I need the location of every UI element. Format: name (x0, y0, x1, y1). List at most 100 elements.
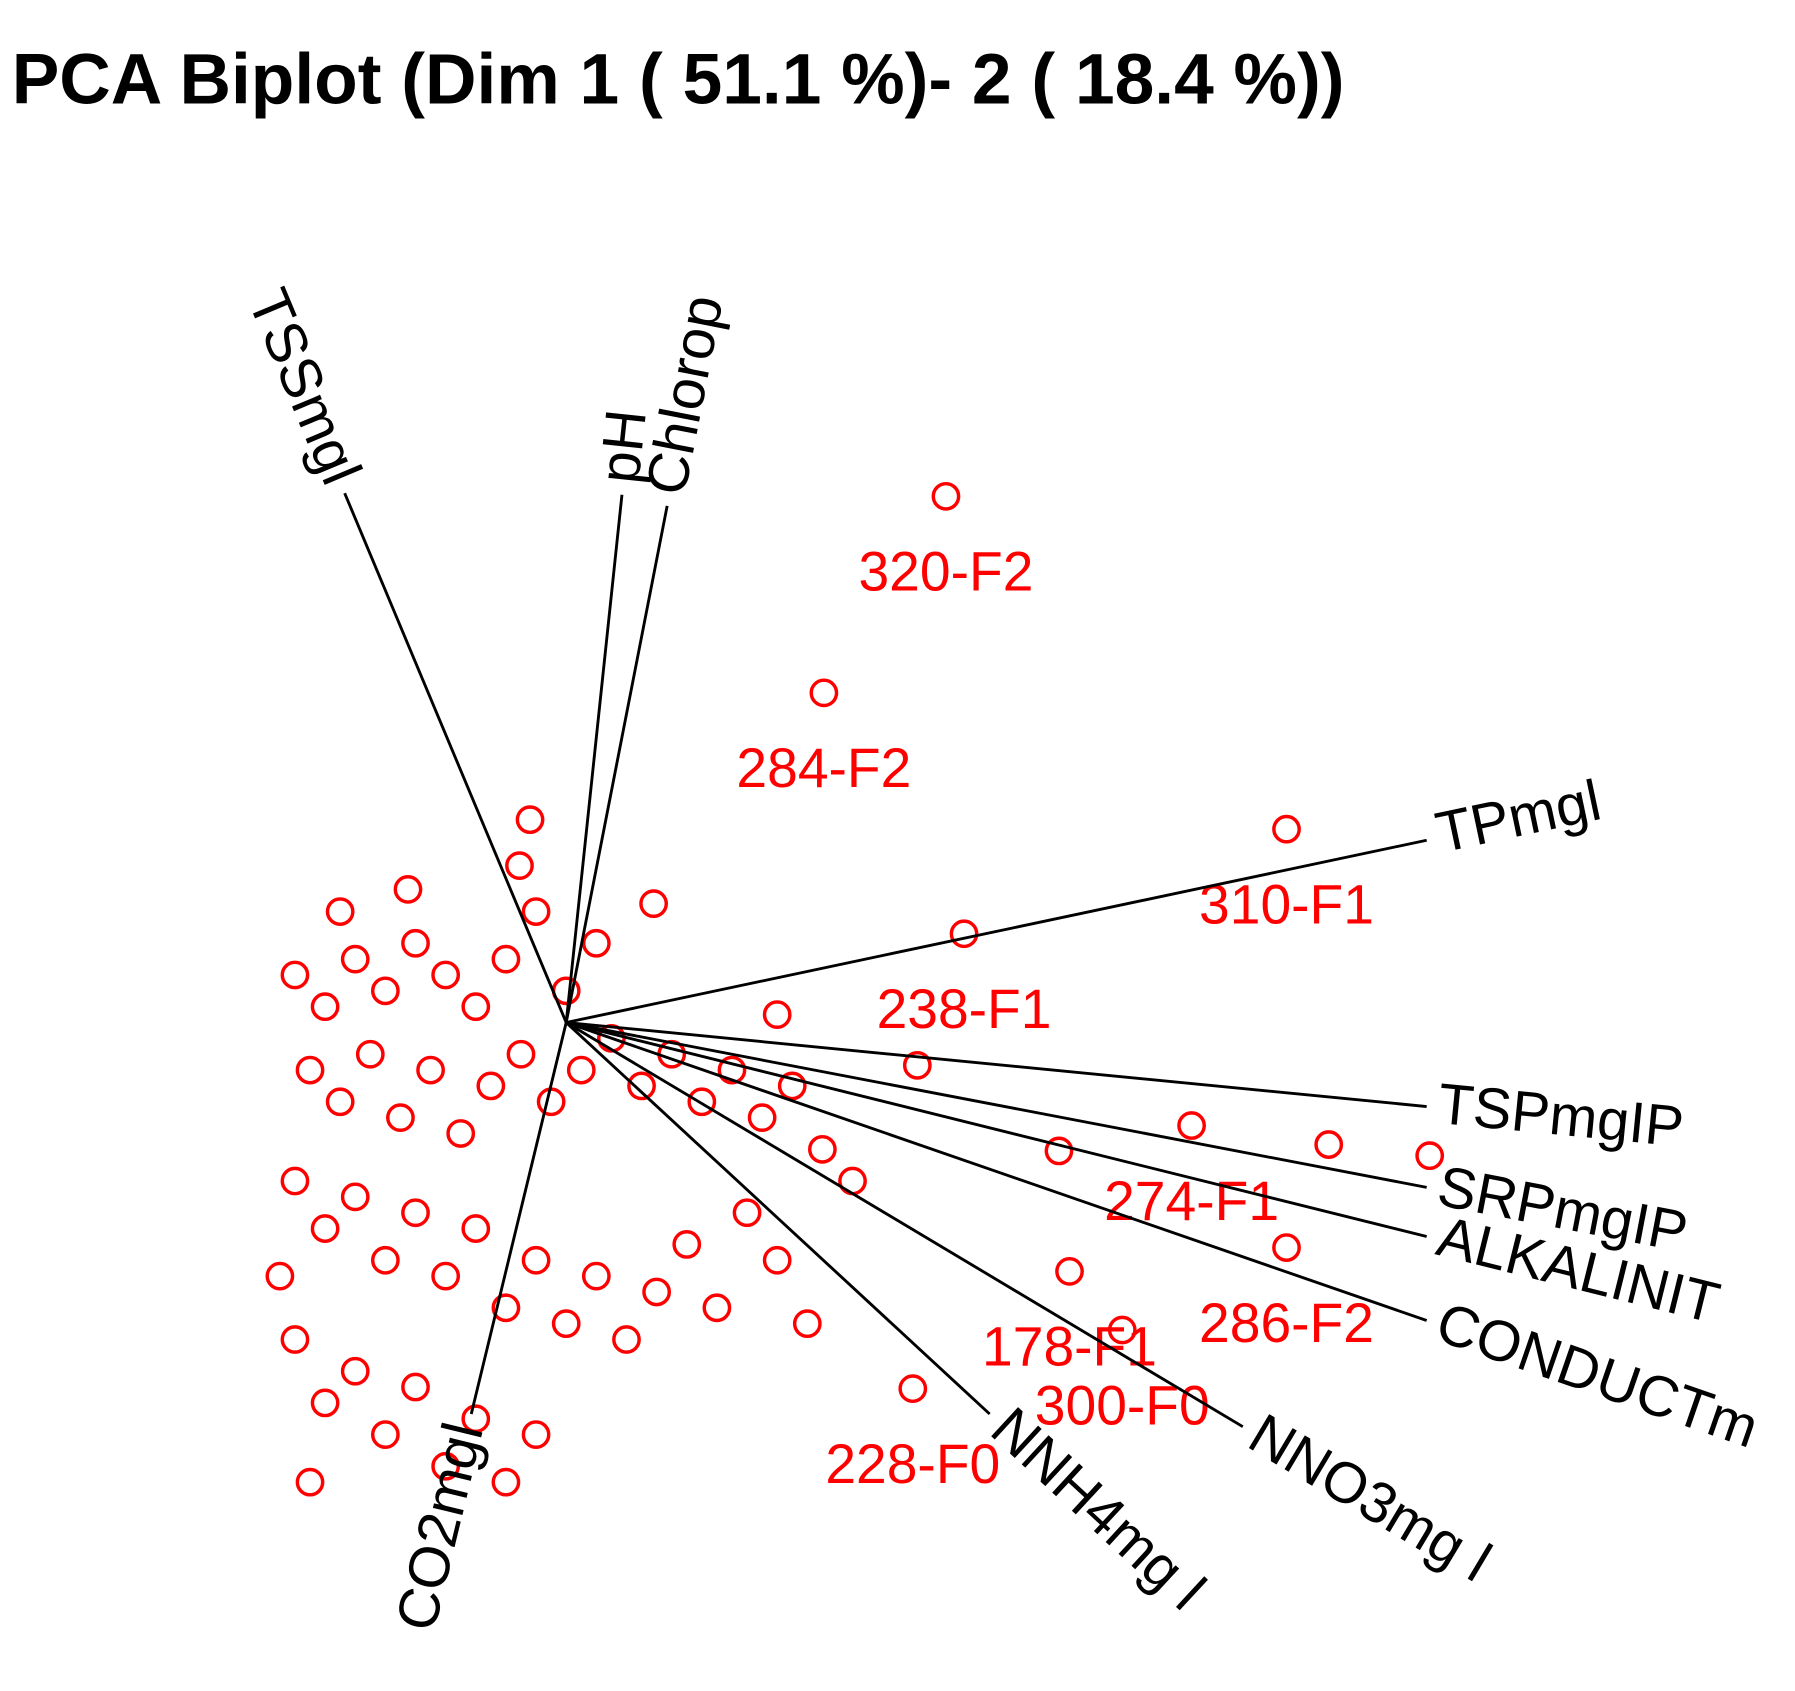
point (639, 889, 668, 919)
point-label: 286-F2 (1199, 1292, 1374, 1354)
point-label: 310-F1 (1199, 873, 1374, 935)
point-label: 178-F1 (982, 1316, 1157, 1378)
point (340, 1356, 370, 1386)
point (506, 1039, 536, 1069)
point (355, 1039, 385, 1069)
chart-title: PCA Biplot (Dim 1 ( 51.1 %)- 2 ( 18.4 %)… (12, 40, 1345, 120)
point (370, 1420, 400, 1449)
point (1415, 1141, 1445, 1171)
point (521, 1420, 551, 1449)
point (612, 1325, 641, 1354)
point (310, 1388, 340, 1418)
point (521, 1245, 551, 1275)
loading-vector (565, 1021, 1428, 1322)
point (386, 1103, 415, 1132)
point (325, 1087, 355, 1117)
point (521, 897, 551, 926)
point (325, 897, 355, 926)
point (1314, 1130, 1344, 1159)
loading-vector (565, 1021, 1428, 1238)
point (401, 928, 430, 958)
point (446, 1119, 476, 1148)
point (431, 1261, 461, 1291)
point (732, 1198, 762, 1228)
point (280, 1325, 310, 1354)
loading-vector (565, 1021, 991, 1416)
point (476, 1071, 506, 1101)
point (1272, 814, 1301, 844)
point (792, 1309, 822, 1339)
point (702, 1293, 732, 1323)
point-label: 274-F1 (1104, 1170, 1279, 1232)
loading-vector (566, 1021, 1427, 1108)
point (898, 1374, 928, 1404)
point (551, 1309, 581, 1339)
point (340, 1182, 370, 1212)
point (515, 805, 545, 835)
point (949, 919, 979, 949)
point (687, 1087, 717, 1117)
loading-vector (565, 1021, 1244, 1428)
point (491, 1467, 521, 1497)
loading-label: TSSmgl (235, 280, 373, 493)
point (627, 1071, 656, 1101)
points-layer: 320-F2 284-F2 310-F1 238-F1 274-F1 300-F0 228-… (265, 481, 1445, 1497)
point (1107, 1315, 1137, 1345)
point (280, 1166, 310, 1196)
point (370, 1245, 400, 1275)
loading-vector (343, 492, 568, 1024)
point (295, 1467, 325, 1497)
point (461, 992, 491, 1022)
point-label: 320-F2 (858, 541, 1033, 603)
point (808, 1134, 837, 1164)
loading-label: TSPmgIP (1435, 1072, 1686, 1160)
point (280, 960, 310, 990)
point (295, 1055, 325, 1085)
point (401, 1198, 430, 1228)
loading-vector (565, 838, 1427, 1024)
point (902, 1050, 932, 1080)
point (491, 1293, 521, 1323)
point (310, 992, 340, 1022)
point (762, 1245, 792, 1275)
point (566, 1055, 596, 1085)
loading-label: CONDUCTm (1428, 1290, 1766, 1460)
loading-vector (564, 505, 669, 1023)
point (931, 481, 961, 511)
point (265, 1261, 295, 1291)
point (1055, 1256, 1084, 1286)
loading-vector (469, 1022, 568, 1415)
point-label: 300-F0 (1035, 1374, 1210, 1436)
point (747, 1103, 777, 1132)
point (581, 928, 611, 958)
point (762, 1000, 792, 1029)
point (1044, 1136, 1074, 1166)
point (505, 851, 534, 880)
point (809, 678, 839, 708)
loadings-layer: TSSmgl pHChloropTPmglTSPmgIPSRPmgIPALKALI… (235, 280, 1766, 1637)
point (340, 944, 370, 974)
point (431, 1451, 461, 1481)
point (777, 1071, 807, 1101)
loading-label: pH (588, 406, 659, 486)
point (416, 1055, 445, 1085)
point (642, 1277, 671, 1307)
loading-vector (564, 494, 624, 1023)
loading-vector (565, 1021, 1427, 1189)
point (461, 1404, 491, 1434)
point (1177, 1111, 1206, 1140)
point (581, 1261, 611, 1291)
point (401, 1372, 430, 1402)
point (431, 960, 461, 990)
point (536, 1087, 566, 1117)
loading-label: TPmgl (1431, 768, 1607, 865)
point (461, 1214, 491, 1243)
point (717, 1055, 747, 1085)
point (1272, 1233, 1301, 1262)
point (491, 944, 521, 974)
loading-label: Chlorop (634, 290, 735, 500)
point (672, 1230, 702, 1259)
point (310, 1214, 340, 1243)
